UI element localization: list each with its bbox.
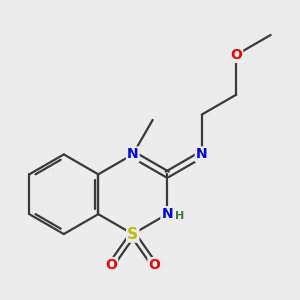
Text: N: N xyxy=(161,207,173,221)
Text: H: H xyxy=(175,211,184,221)
Text: S: S xyxy=(127,226,138,242)
Text: O: O xyxy=(148,258,160,272)
Text: N: N xyxy=(196,147,208,161)
Text: O: O xyxy=(230,48,242,62)
Text: N: N xyxy=(127,147,139,161)
Text: O: O xyxy=(105,258,117,272)
